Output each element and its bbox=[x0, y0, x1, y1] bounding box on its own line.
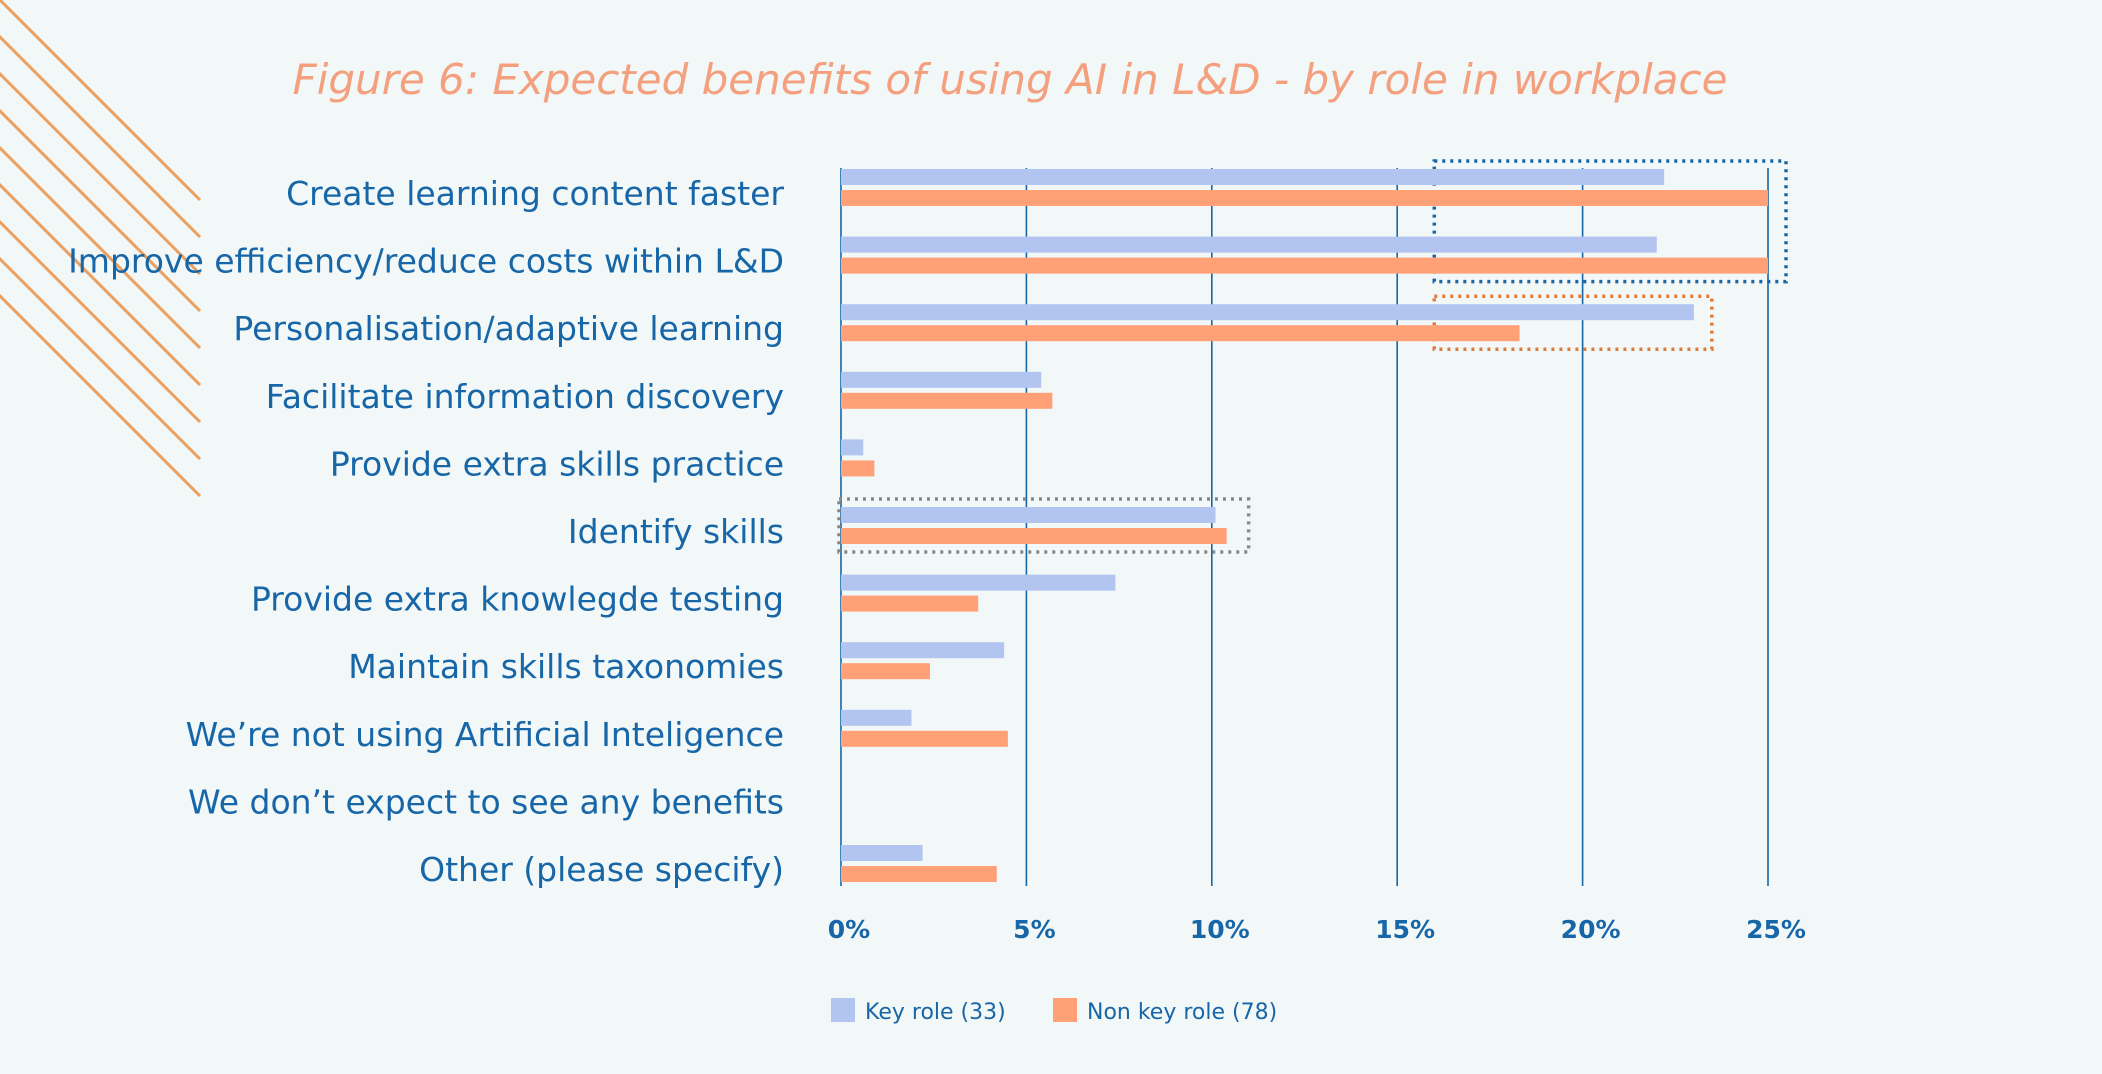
bar-key-role-maintain-skills-taxonomies bbox=[841, 642, 1005, 659]
bar-non-key-role-other-please-specify bbox=[841, 866, 997, 882]
legend-label-key-role: Key role (33) bbox=[865, 1000, 1006, 1025]
bars bbox=[841, 169, 1768, 882]
legend-label-non-key-role: Non key role (78) bbox=[1087, 1000, 1277, 1025]
bar-non-key-role-identify-skills bbox=[841, 528, 1227, 544]
x-tick-label: 25% bbox=[1746, 915, 1806, 944]
category-label: Create learning content faster bbox=[286, 174, 784, 213]
bar-key-role-provide-extra-knowlegde-testing bbox=[841, 574, 1116, 591]
category-label: We’re not using Artificial Inteligence bbox=[186, 715, 784, 754]
gridlines bbox=[840, 168, 1769, 886]
category-label: Other (please specify) bbox=[419, 850, 784, 889]
category-label: We don’t expect to see any benefits bbox=[188, 782, 784, 821]
bar-non-key-role-provide-extra-skills-practice bbox=[841, 460, 875, 477]
bar-key-role-we-re-not-using-artificial-inteligence bbox=[841, 709, 912, 726]
highlight-boxes bbox=[837, 159, 1788, 554]
chart-title: Figure 6: Expected benefits of using AI … bbox=[293, 55, 1728, 104]
bar-key-role-other-please-specify bbox=[841, 845, 923, 861]
decorative-stripe bbox=[0, 34, 202, 239]
x-tick-label: 20% bbox=[1561, 915, 1621, 944]
x-tick-label: 5% bbox=[1013, 915, 1055, 944]
decorative-stripes bbox=[0, 0, 202, 498]
bar-non-key-role-improve-efficiency-reduce-costs-within-l-d bbox=[841, 257, 1768, 274]
bar-non-key-role-facilitate-information-discovery bbox=[841, 392, 1053, 409]
decorative-stripe bbox=[0, 182, 202, 387]
category-labels: Create learning content faster Improve ef… bbox=[68, 174, 784, 889]
highlight-box bbox=[1432, 294, 1714, 351]
decorative-stripe bbox=[0, 0, 202, 202]
decorative-stripe bbox=[0, 145, 202, 350]
x-tick-label: 15% bbox=[1375, 915, 1435, 944]
legend: Key role (33) Non key role (78) bbox=[831, 998, 1277, 1025]
decorative-stripe bbox=[0, 108, 202, 313]
bar-key-role-improve-efficiency-reduce-costs-within-l-d bbox=[841, 236, 1657, 253]
decorative-stripe bbox=[0, 256, 202, 461]
highlight-box bbox=[837, 497, 1251, 554]
bar-key-role-identify-skills bbox=[841, 507, 1216, 523]
category-label: Facilitate information discovery bbox=[266, 377, 784, 416]
category-label: Improve efficiency/reduce costs within L… bbox=[68, 242, 784, 281]
bar-non-key-role-we-re-not-using-artificial-inteligence bbox=[841, 730, 1008, 747]
category-label: Maintain skills taxonomies bbox=[348, 647, 784, 686]
bar-non-key-role-create-learning-content-faster bbox=[841, 190, 1768, 206]
decorative-stripe bbox=[0, 219, 202, 424]
category-label: Personalisation/adaptive learning bbox=[233, 309, 784, 348]
legend-swatch-non-key-role bbox=[1053, 998, 1077, 1022]
bar-key-role-provide-extra-skills-practice bbox=[841, 439, 864, 456]
bar-key-role-personalisation-adaptive-learning bbox=[841, 304, 1694, 321]
bar-key-role-facilitate-information-discovery bbox=[841, 371, 1042, 388]
category-label: Provide extra knowlegde testing bbox=[251, 580, 784, 619]
decorative-stripe bbox=[0, 71, 202, 276]
x-axis-ticks: 0% 5% 10% 15% 20% 25% bbox=[828, 915, 1806, 944]
bar-non-key-role-maintain-skills-taxonomies bbox=[841, 663, 930, 680]
category-label: Provide extra skills practice bbox=[330, 444, 784, 483]
bar-non-key-role-personalisation-adaptive-learning bbox=[841, 325, 1520, 342]
legend-swatch-key-role bbox=[831, 998, 855, 1022]
x-tick-label: 10% bbox=[1190, 915, 1250, 944]
bar-key-role-create-learning-content-faster bbox=[841, 169, 1665, 185]
highlight-box bbox=[1432, 159, 1788, 284]
x-tick-label: 0% bbox=[828, 915, 870, 944]
bar-non-key-role-provide-extra-knowlegde-testing bbox=[841, 595, 979, 612]
decorative-stripe bbox=[0, 293, 202, 498]
category-label: Identify skills bbox=[568, 512, 784, 551]
